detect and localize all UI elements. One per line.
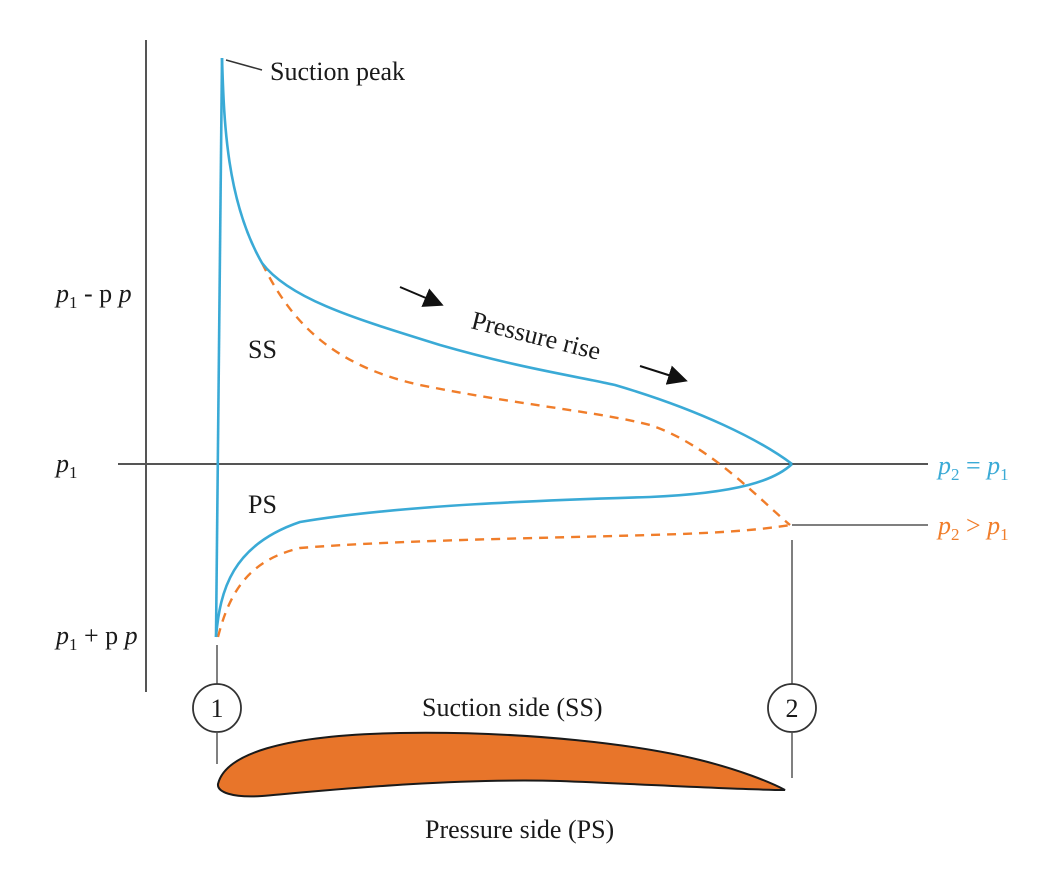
blue-leading-edge-curve	[214, 57, 224, 638]
ps-label: PS	[248, 490, 277, 519]
pressure-rise-arrow-right	[639, 365, 688, 385]
orange-suction-curve	[260, 262, 791, 526]
suction-peak-label: Suction peak	[270, 57, 405, 86]
y-label-p1-plus-p: p1 + p p	[54, 621, 138, 654]
legend-p2-equals-p1: p2 = p1	[936, 451, 1009, 484]
orange-pressure-curve	[216, 523, 791, 638]
blue-pressure-curve	[214, 463, 793, 638]
y-label-p1-minus-p: p1 - p p	[54, 279, 132, 312]
ss-label: SS	[248, 335, 277, 364]
station-2-label: 2	[786, 694, 799, 723]
legend-p2-greater-p1: p2 > p1	[936, 511, 1009, 544]
suction-side-label: Suction side (SS)	[422, 693, 603, 722]
station-1-label: 1	[211, 694, 224, 723]
pressure-side-label: Pressure side (PS)	[425, 815, 614, 844]
blue-suction-curve	[220, 57, 793, 466]
station-2-circle	[767, 683, 817, 733]
pressure-rise-arrow-left	[399, 286, 444, 307]
airfoil-shape	[217, 731, 786, 798]
y-label-p1: p1	[54, 449, 78, 482]
suction-peak-leader	[225, 59, 263, 71]
station-1-circle	[192, 683, 242, 733]
